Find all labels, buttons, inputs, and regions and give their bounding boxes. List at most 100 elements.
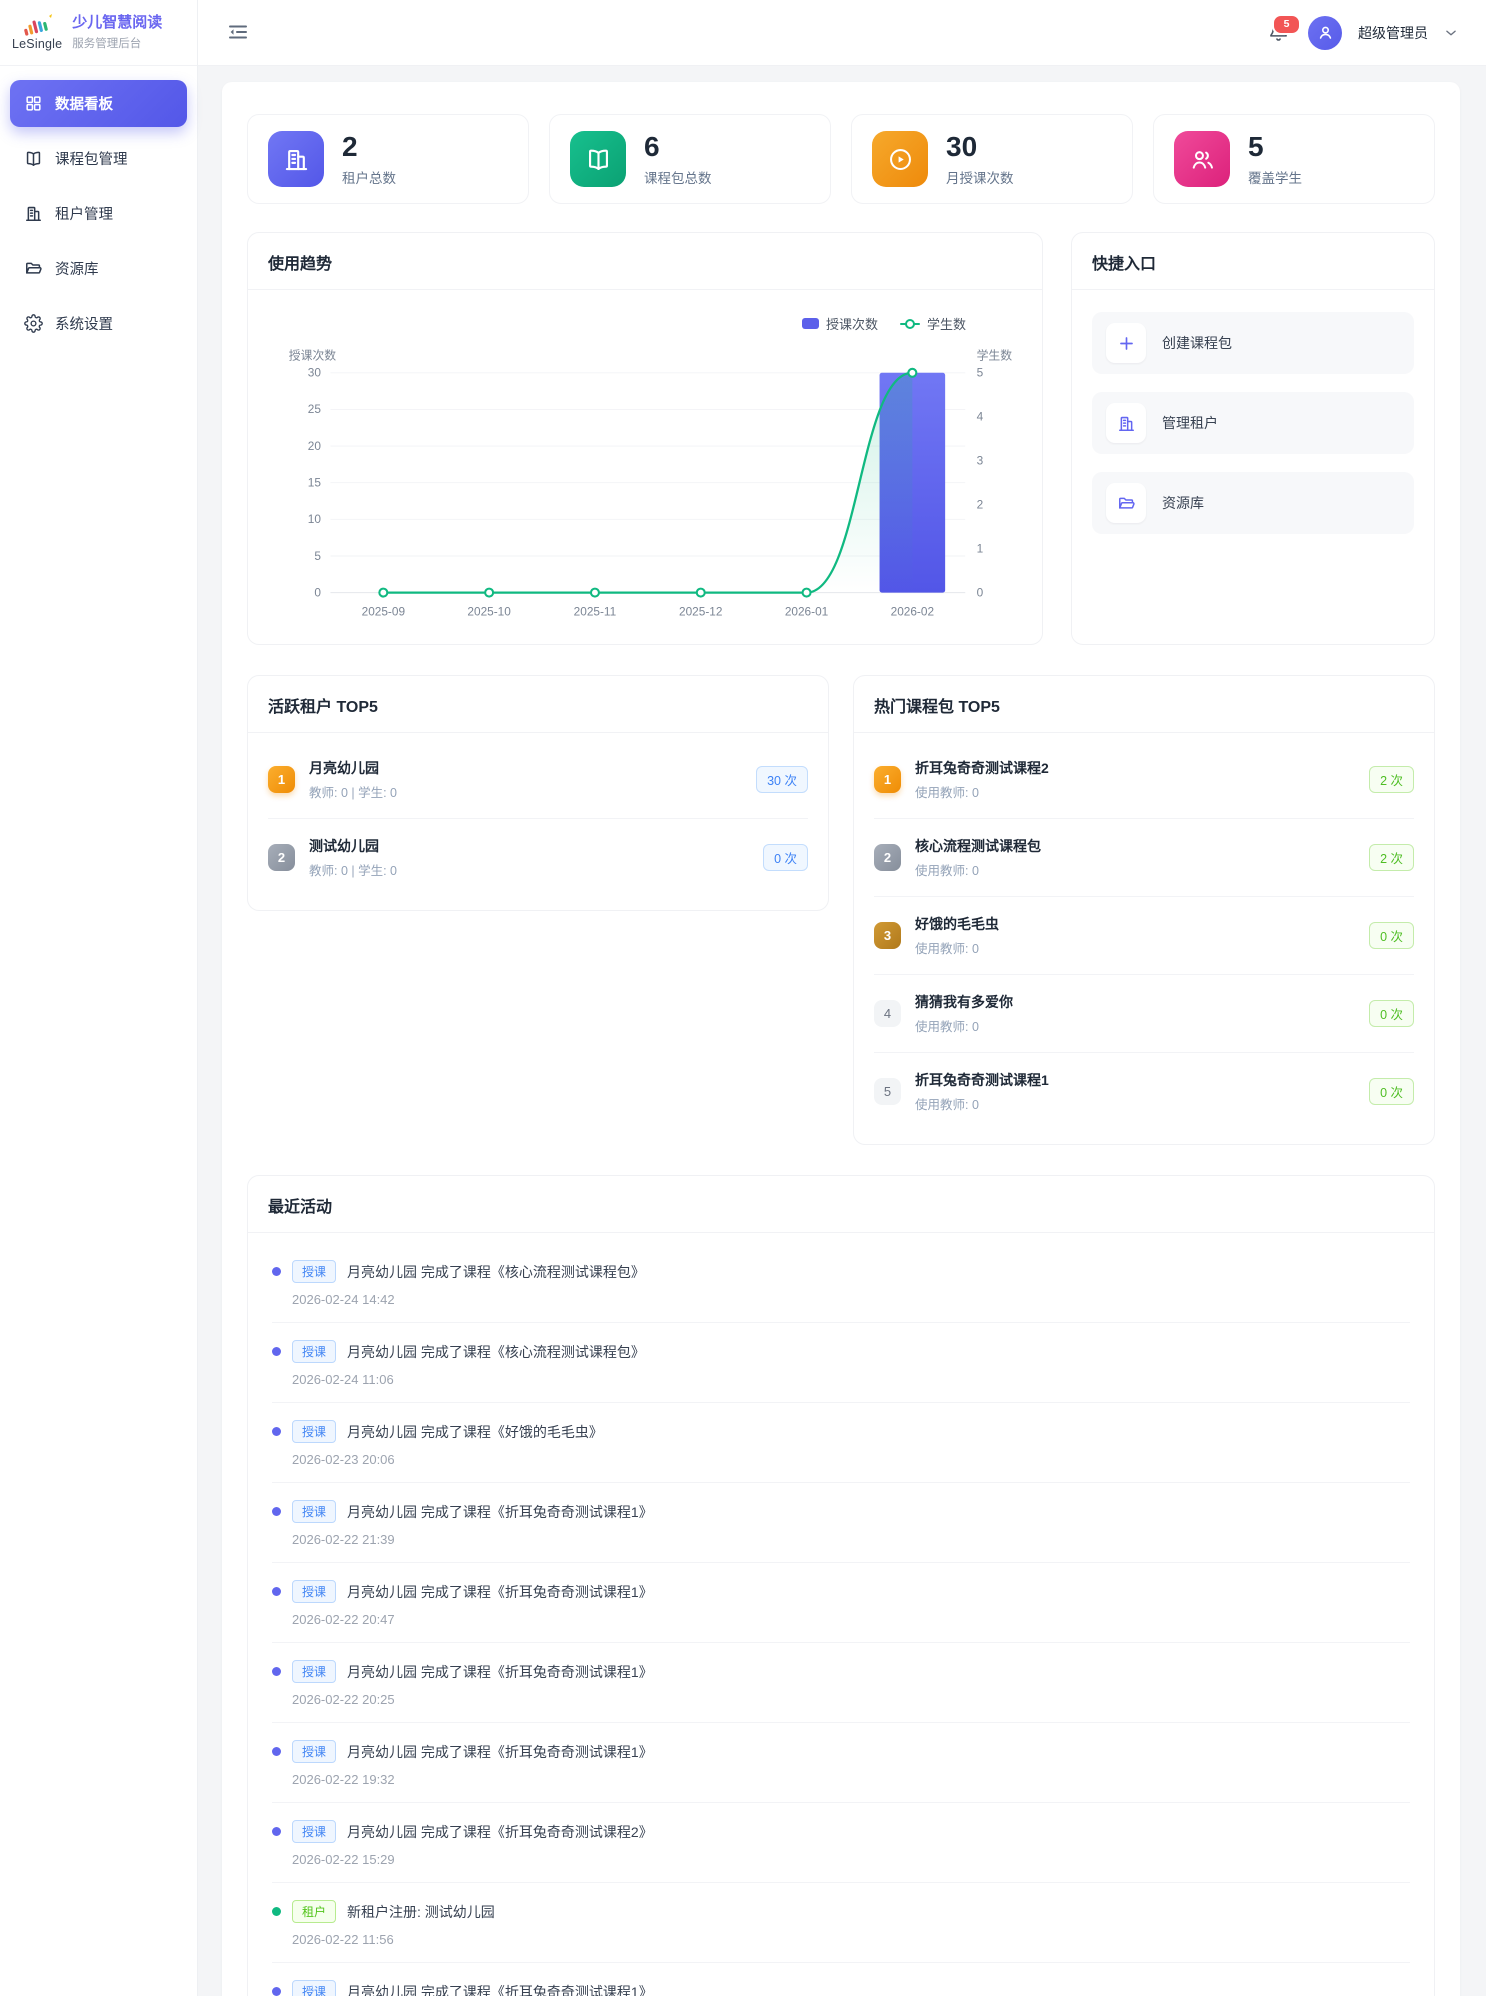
activity-dot-icon: [272, 1667, 281, 1677]
svg-text:1: 1: [977, 541, 984, 555]
package-meta: 使用教师: 0: [915, 786, 979, 801]
package-meta: 使用教师: 0: [915, 864, 979, 879]
package-name: 核心流程测试课程包: [915, 838, 1041, 855]
rank-badge: 3: [874, 922, 901, 950]
sidebar-item[interactable]: 资源库: [10, 245, 187, 292]
rank-badge: 2: [268, 844, 295, 872]
quick-entry-label: 创建课程包: [1162, 335, 1232, 351]
sidebar: LeSingle 少儿智慧阅读 服务管理后台 数据看板 课程包管理 租户管理: [0, 0, 198, 1996]
activity-time: 2026-02-24 14:42: [292, 1292, 395, 1308]
usage-count-badge: 2 次: [1369, 766, 1414, 794]
sidebar-item-label: 资源库: [55, 262, 99, 278]
gear-icon: [24, 314, 43, 333]
brand-subtitle: 服务管理后台: [72, 37, 142, 50]
activity-dot-icon: [272, 1747, 281, 1757]
folder-icon: [24, 259, 43, 278]
activity-text: 月亮幼儿园 完成了课程《好饿的毛毛虫》: [347, 1423, 603, 1440]
recent-activity-panel: 最近活动 授课 月亮幼儿园 完成了课程《核心流程测试课程包》 2026-02-2…: [247, 1175, 1435, 1996]
package-rank-row: 4 猜猜我有多爱你 使用教师: 0 0 次: [874, 975, 1414, 1054]
legend-item-bar[interactable]: 授课次数: [801, 314, 878, 333]
dashboard-icon: [24, 94, 43, 113]
activity-text: 月亮幼儿园 完成了课程《核心流程测试课程包》: [347, 1263, 645, 1280]
hot-packages-panel: 热门课程包 TOP5 1 折耳兔奇奇测试课程2 使用教师: 0 2 次: [853, 675, 1435, 1146]
stat-label: 课程包总数: [644, 170, 712, 186]
main-content: 2 租户总数 6 课程包总数 30 月授课次数: [198, 0, 1486, 1996]
package-name: 好饿的毛毛虫: [915, 916, 999, 933]
activity-item: 授课 月亮幼儿园 完成了课程《折耳兔奇奇测试课程1》 2026-02-21 20…: [272, 1963, 1410, 1996]
book-icon: [570, 131, 626, 187]
activity-item: 授课 月亮幼儿园 完成了课程《折耳兔奇奇测试课程1》 2026-02-22 20…: [272, 1643, 1410, 1724]
svg-text:20: 20: [308, 439, 322, 453]
svg-text:授课次数: 授课次数: [289, 349, 336, 363]
quick-entry-label: 管理租户: [1162, 415, 1218, 431]
activity-item: 租户 新租户注册: 测试幼儿园 2026-02-22 11:56: [272, 1883, 1410, 1964]
activity-dot-icon: [272, 1987, 281, 1996]
usage-count-badge: 2 次: [1369, 844, 1414, 872]
package-rank-row: 3 好饿的毛毛虫 使用教师: 0 0 次: [874, 897, 1414, 976]
activity-tag: 授课: [292, 1820, 337, 1844]
activity-tag: 授课: [292, 1660, 337, 1684]
activity-item: 授课 月亮幼儿园 完成了课程《好饿的毛毛虫》 2026-02-23 20:06: [272, 1403, 1410, 1484]
svg-text:10: 10: [308, 512, 322, 526]
stat-card: 2 租户总数: [247, 114, 529, 204]
sidebar-item[interactable]: 课程包管理: [10, 135, 187, 182]
svg-text:2025-10: 2025-10: [467, 604, 511, 618]
svg-text:15: 15: [308, 475, 322, 489]
package-name: 猜猜我有多爱你: [915, 994, 1013, 1011]
package-meta: 使用教师: 0: [915, 1020, 979, 1035]
usage-trend-title: 使用趋势: [268, 256, 333, 273]
activity-dot-icon: [272, 1827, 281, 1837]
rank-badge: 1: [268, 766, 295, 794]
usage-count-badge: 0 次: [1369, 1078, 1414, 1106]
activity-time: 2026-02-22 21:39: [292, 1532, 395, 1548]
activity-item: 授课 月亮幼儿园 完成了课程《折耳兔奇奇测试课程2》 2026-02-22 15…: [272, 1803, 1410, 1884]
sidebar-item-label: 系统设置: [55, 317, 113, 333]
usage-trend-chart: 0 5 10 15 20 25 30 0 1 2 3 4 5 授课次数 学生数 2025-09 2025-10 2…: [289, 349, 1012, 619]
package-meta: 使用教师: 0: [915, 942, 979, 957]
activity-tag: 授课: [292, 1500, 337, 1524]
sidebar-item[interactable]: 租户管理: [10, 190, 187, 237]
quick-entry-item[interactable]: 创建课程包: [1092, 312, 1414, 374]
building-icon: [24, 204, 43, 223]
activity-text: 月亮幼儿园 完成了课程《折耳兔奇奇测试课程1》: [347, 1583, 653, 1600]
activity-dot-icon: [272, 1907, 281, 1917]
activity-dot-icon: [272, 1347, 281, 1357]
notification-badge: 5: [1272, 13, 1301, 35]
avatar[interactable]: [1308, 15, 1342, 50]
stat-value: 6: [644, 131, 660, 163]
svg-text:5: 5: [314, 549, 321, 563]
svg-text:4: 4: [977, 410, 984, 424]
svg-text:25: 25: [308, 402, 322, 416]
activity-item: 授课 月亮幼儿园 完成了课程《折耳兔奇奇测试课程1》 2026-02-22 19…: [272, 1723, 1410, 1804]
usage-count-badge: 0 次: [763, 844, 808, 872]
activity-time: 2026-02-22 19:32: [292, 1772, 395, 1788]
activity-tag: 授课: [292, 1580, 337, 1604]
recent-activity-title: 最近活动: [268, 1199, 333, 1217]
notification-bell-icon[interactable]: 5: [1268, 13, 1301, 45]
usage-count-badge: 0 次: [1369, 922, 1414, 950]
menu-fold-icon[interactable]: [226, 20, 252, 46]
sidebar-item[interactable]: 数据看板: [10, 80, 187, 127]
stat-card: 5 覆盖学生: [1153, 114, 1435, 204]
package-name: 折耳兔奇奇测试课程1: [915, 1072, 1049, 1089]
activity-time: 2026-02-22 20:25: [292, 1692, 395, 1708]
quick-entry-panel: 快捷入口 创建课程包 管理租户: [1071, 232, 1435, 646]
sidebar-item-label: 租户管理: [55, 207, 113, 223]
svg-text:2025-12: 2025-12: [679, 604, 722, 618]
chevron-down-icon[interactable]: [1444, 26, 1458, 40]
stat-value: 30: [946, 131, 978, 163]
activity-time: 2026-02-22 20:47: [292, 1612, 395, 1628]
quick-entry-item[interactable]: 资源库: [1092, 472, 1414, 534]
activity-dot-icon: [272, 1267, 281, 1277]
activity-text: 月亮幼儿园 完成了课程《折耳兔奇奇测试课程1》: [347, 1663, 653, 1680]
users-icon: [1174, 131, 1230, 187]
quick-entry-item[interactable]: 管理租户: [1092, 392, 1414, 454]
sidebar-item[interactable]: 系统设置: [10, 300, 187, 347]
legend-item-line[interactable]: 学生数: [899, 314, 966, 333]
building-icon: [1106, 403, 1146, 443]
user-name[interactable]: 超级管理员: [1358, 24, 1428, 41]
svg-text:2025-09: 2025-09: [362, 604, 406, 618]
activity-tag: 授课: [292, 1740, 337, 1764]
svg-text:0: 0: [977, 585, 984, 599]
svg-text:0: 0: [314, 585, 321, 599]
